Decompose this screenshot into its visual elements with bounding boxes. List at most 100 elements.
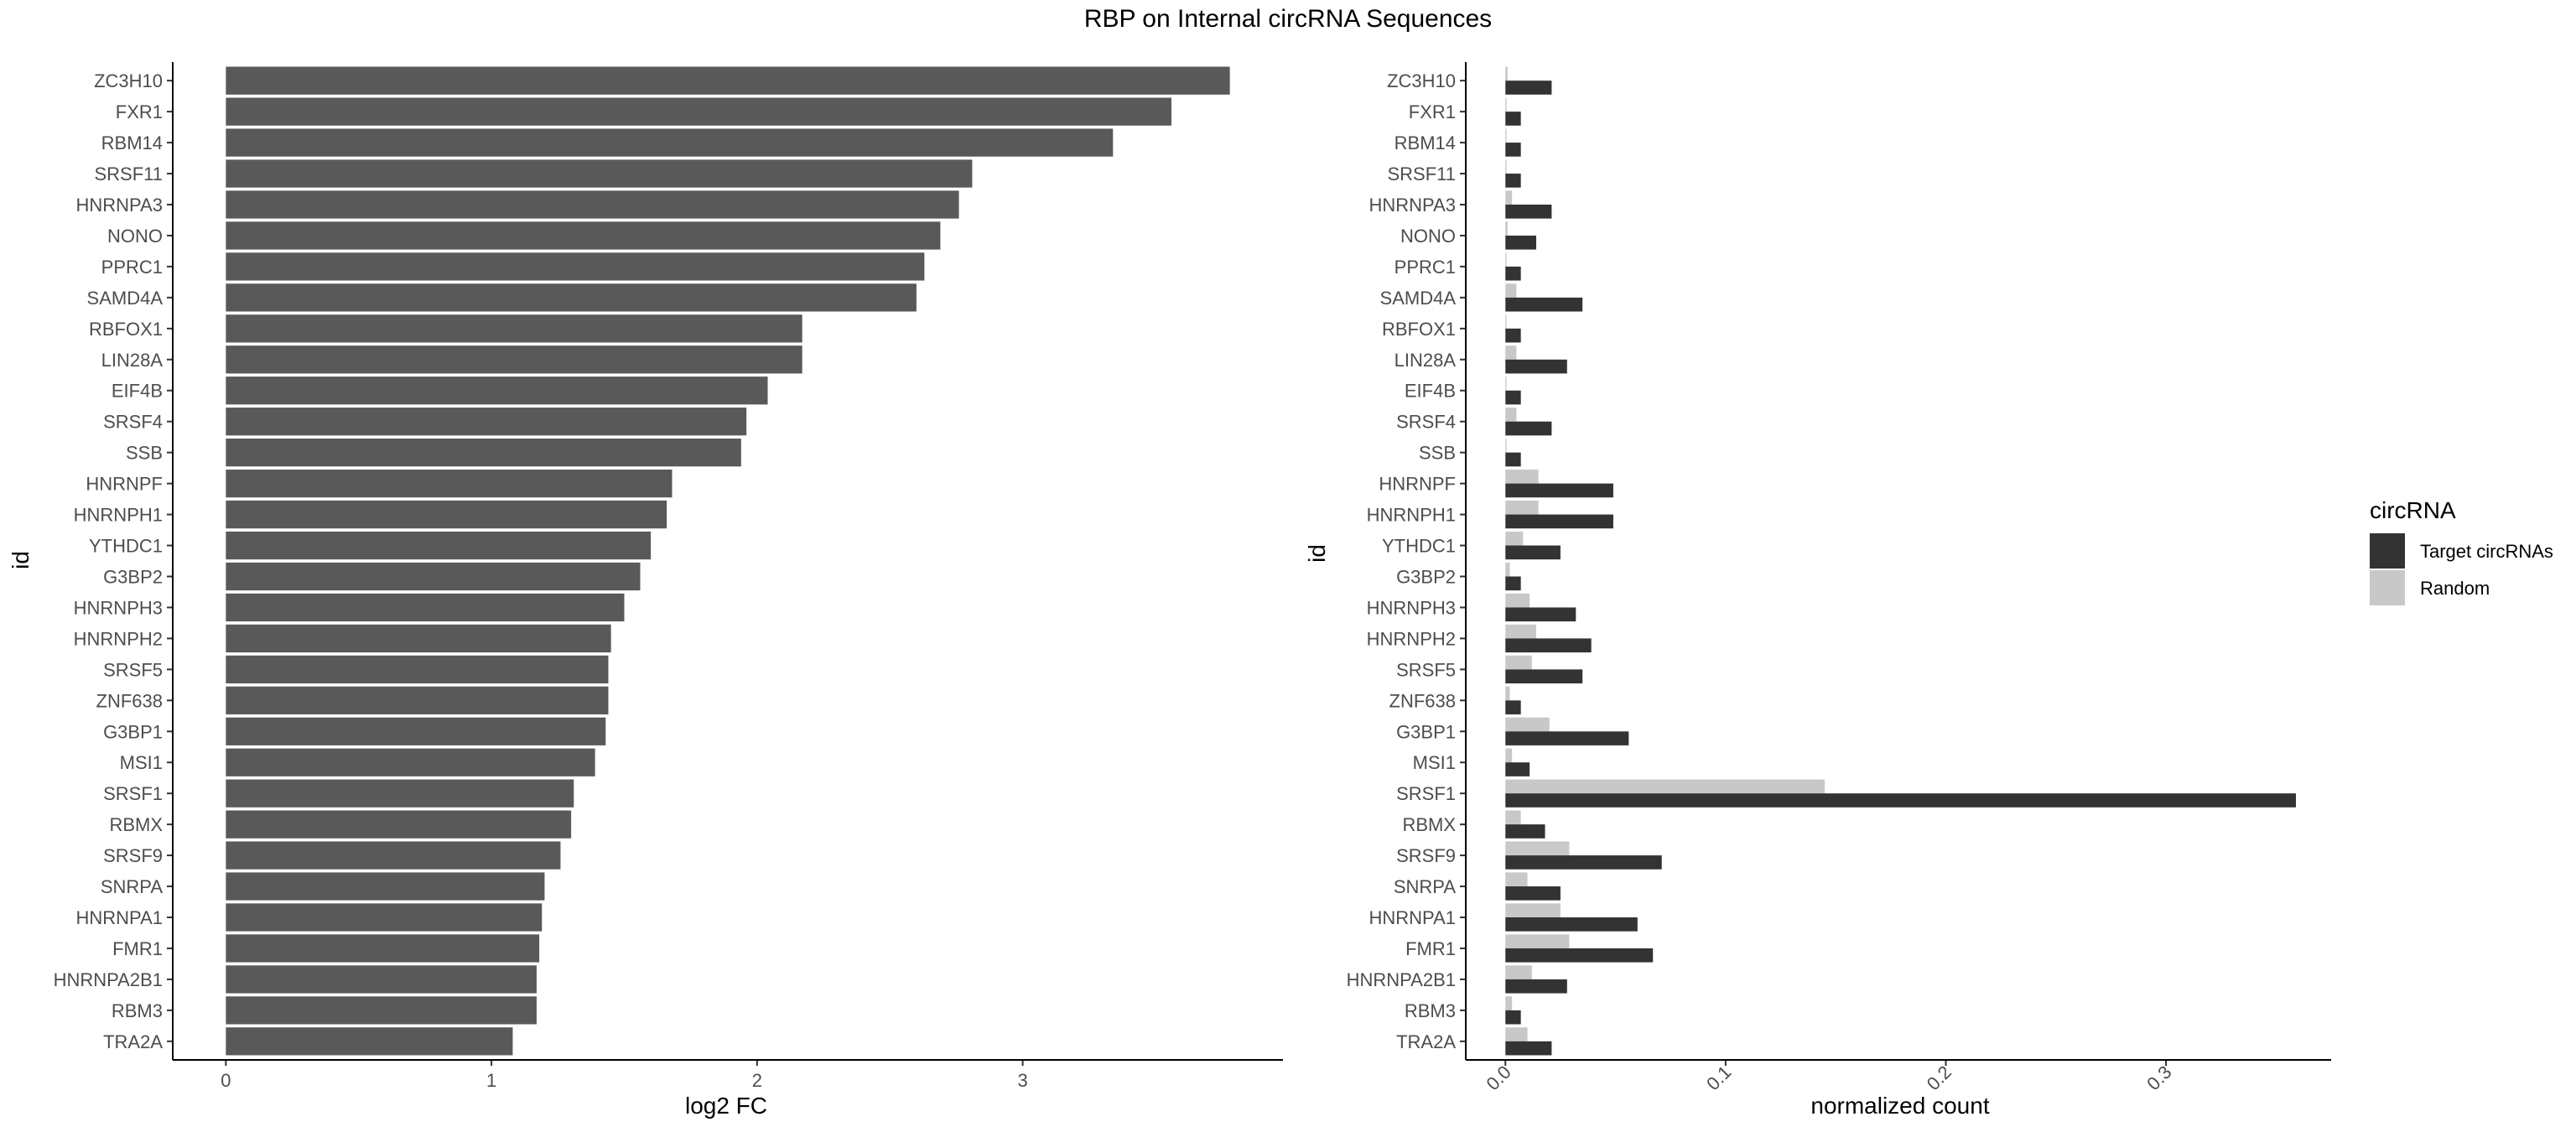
bar-target-srsf4 [1505, 421, 1552, 436]
y-tick-label-hnrnph1: HNRNPH1 [74, 505, 163, 526]
legend-label-random: Random [2420, 578, 2490, 599]
bar-random-g3bp2 [1505, 562, 1510, 577]
right-y-ticks: ZC3H10 FXR1 RBM14 SRSF11 HNRNPA3 NONO PPRC1 SAM… [1347, 70, 1466, 1052]
bar-hnrnpf [226, 469, 673, 498]
bar-random-eif4b [1505, 377, 1507, 391]
x-tick-label: 0.2 [1923, 1062, 1955, 1094]
y-tick-label-rbm14: RBM14 [101, 132, 163, 153]
y-tick-label-lin28a: LIN28A [101, 350, 164, 371]
y-tick-label-samd4a: SAMD4A [1380, 288, 1457, 309]
bar-random-ythdc1 [1505, 531, 1524, 546]
y-tick-label-fxr1: FXR1 [116, 101, 163, 122]
x-tick-label: 1 [486, 1070, 496, 1091]
bar-target-srsf9 [1505, 855, 1662, 870]
legend-swatch-target-circrnas [2370, 533, 2405, 569]
y-tick-label-eif4b: EIF4B [112, 381, 163, 402]
bar-snrpa [226, 872, 545, 901]
bar-srsf11 [226, 159, 973, 188]
y-tick-label-srsf5: SRSF5 [1396, 659, 1456, 680]
legend-label-target-circrnas: Target circRNAs [2420, 541, 2553, 562]
bar-random-hnrnpa3 [1505, 190, 1513, 205]
bar-target-srsf5 [1505, 669, 1583, 683]
bar-random-ssb [1505, 439, 1507, 453]
y-tick-label-ssb: SSB [126, 443, 163, 464]
right-y-axis-title: id [1304, 544, 1330, 563]
bar-random-hnrnpa1 [1505, 903, 1561, 917]
bar-target-hnrnpa2b1 [1505, 979, 1567, 994]
y-tick-label-samd4a: SAMD4A [87, 288, 164, 309]
chart-title: RBP on Internal circRNA Sequences [1084, 5, 1492, 33]
bar-random-srsf11 [1505, 159, 1507, 174]
legend-swatch-random [2370, 570, 2405, 605]
bar-target-hnrnpa3 [1505, 205, 1552, 219]
y-tick-label-snrpa: SNRPA [1394, 876, 1456, 897]
y-tick-label-pprc1: PPRC1 [1394, 257, 1456, 278]
x-tick-label: 0.3 [2142, 1062, 2175, 1094]
bar-hnrnph1 [226, 500, 667, 529]
y-tick-label-fxr1: FXR1 [1409, 101, 1456, 122]
y-tick-label-zc3h10: ZC3H10 [94, 70, 163, 91]
left-panel: ZC3H10FXR1RBM14SRSF11HNRNPA3NONOPPRC1SAM… [8, 62, 1283, 1119]
bar-target-tra2a [1505, 1041, 1552, 1056]
x-tick-label: 2 [752, 1070, 762, 1091]
bar-random-hnrnpf [1505, 469, 1539, 484]
bar-target-srsf1 [1505, 793, 2296, 808]
y-tick-label-g3bp2: G3BP2 [103, 566, 163, 587]
bar-target-hnrnph1 [1505, 514, 1613, 529]
y-tick-label-g3bp1: G3BP1 [1396, 721, 1456, 742]
bar-rbm3 [226, 996, 537, 1025]
y-tick-label-hnrnph3: HNRNPH3 [1367, 597, 1456, 618]
bar-random-hnrnph3 [1505, 593, 1530, 608]
bar-target-ythdc1 [1505, 545, 1561, 560]
y-tick-label-hnrnpf: HNRNPF [86, 474, 163, 495]
y-tick-label-hnrnph2: HNRNPH2 [1367, 628, 1456, 649]
x-tick-label: 0.0 [1482, 1062, 1514, 1094]
bar-hnrnpa3 [226, 190, 959, 219]
y-tick-label-fmr1: FMR1 [112, 938, 163, 959]
bar-target-ssb [1505, 452, 1521, 467]
y-tick-label-srsf5: SRSF5 [103, 659, 163, 680]
y-tick-label-srsf11: SRSF11 [1387, 164, 1456, 184]
bar-target-znf638 [1505, 700, 1521, 714]
bar-tra2a [226, 1027, 513, 1056]
bar-target-rbm3 [1505, 1010, 1521, 1025]
bar-samd4a [226, 283, 917, 312]
bar-random-fmr1 [1505, 934, 1570, 948]
y-tick-label-srsf9: SRSF9 [103, 845, 163, 866]
y-tick-label-hnrnpa2b1: HNRNPA2B1 [54, 969, 163, 990]
bar-target-rbm14 [1505, 143, 1521, 157]
bar-srsf1 [226, 779, 574, 808]
bar-target-hnrnph3 [1505, 607, 1576, 622]
bar-srsf9 [226, 841, 561, 870]
bar-pprc1 [226, 252, 925, 281]
left-y-axis-title: id [8, 551, 34, 569]
bar-zc3h10 [226, 66, 1230, 95]
bar-target-srsf11 [1505, 174, 1521, 188]
y-tick-label-nono: NONO [1400, 226, 1456, 247]
y-tick-label-srsf1: SRSF1 [103, 783, 163, 804]
bar-target-eif4b [1505, 390, 1521, 405]
x-tick-label: 0.1 [1702, 1062, 1735, 1094]
bar-hnrnpa2b1 [226, 965, 537, 994]
bar-target-fxr1 [1505, 112, 1521, 126]
y-tick-label-rbmx: RBMX [109, 814, 163, 835]
bar-random-srsf5 [1505, 655, 1532, 670]
bar-ssb [226, 439, 741, 467]
bar-lin28a [226, 345, 802, 374]
y-tick-label-hnrnph1: HNRNPH1 [1367, 505, 1456, 526]
y-tick-label-rbm14: RBM14 [1394, 132, 1456, 153]
bar-random-samd4a [1505, 283, 1517, 298]
y-tick-label-msi1: MSI1 [120, 752, 163, 773]
bar-target-zc3h10 [1505, 80, 1552, 95]
y-tick-label-hnrnpa1: HNRNPA1 [75, 907, 163, 928]
y-tick-label-znf638: ZNF638 [96, 690, 163, 711]
left-y-ticks: ZC3H10 FXR1 RBM14 SRSF11 HNRNPA3 NONO PPRC1 SAM… [54, 70, 173, 1052]
y-tick-label-hnrnpa1: HNRNPA1 [1368, 907, 1456, 928]
bar-target-g3bp1 [1505, 731, 1629, 745]
y-tick-label-ythdc1: YTHDC1 [1382, 536, 1456, 557]
bar-random-hnrnph1 [1505, 500, 1539, 515]
bar-target-snrpa [1505, 886, 1561, 901]
left-x-ticks: 0 1 2 3 [221, 1060, 1028, 1091]
left-bars [226, 66, 1230, 1056]
